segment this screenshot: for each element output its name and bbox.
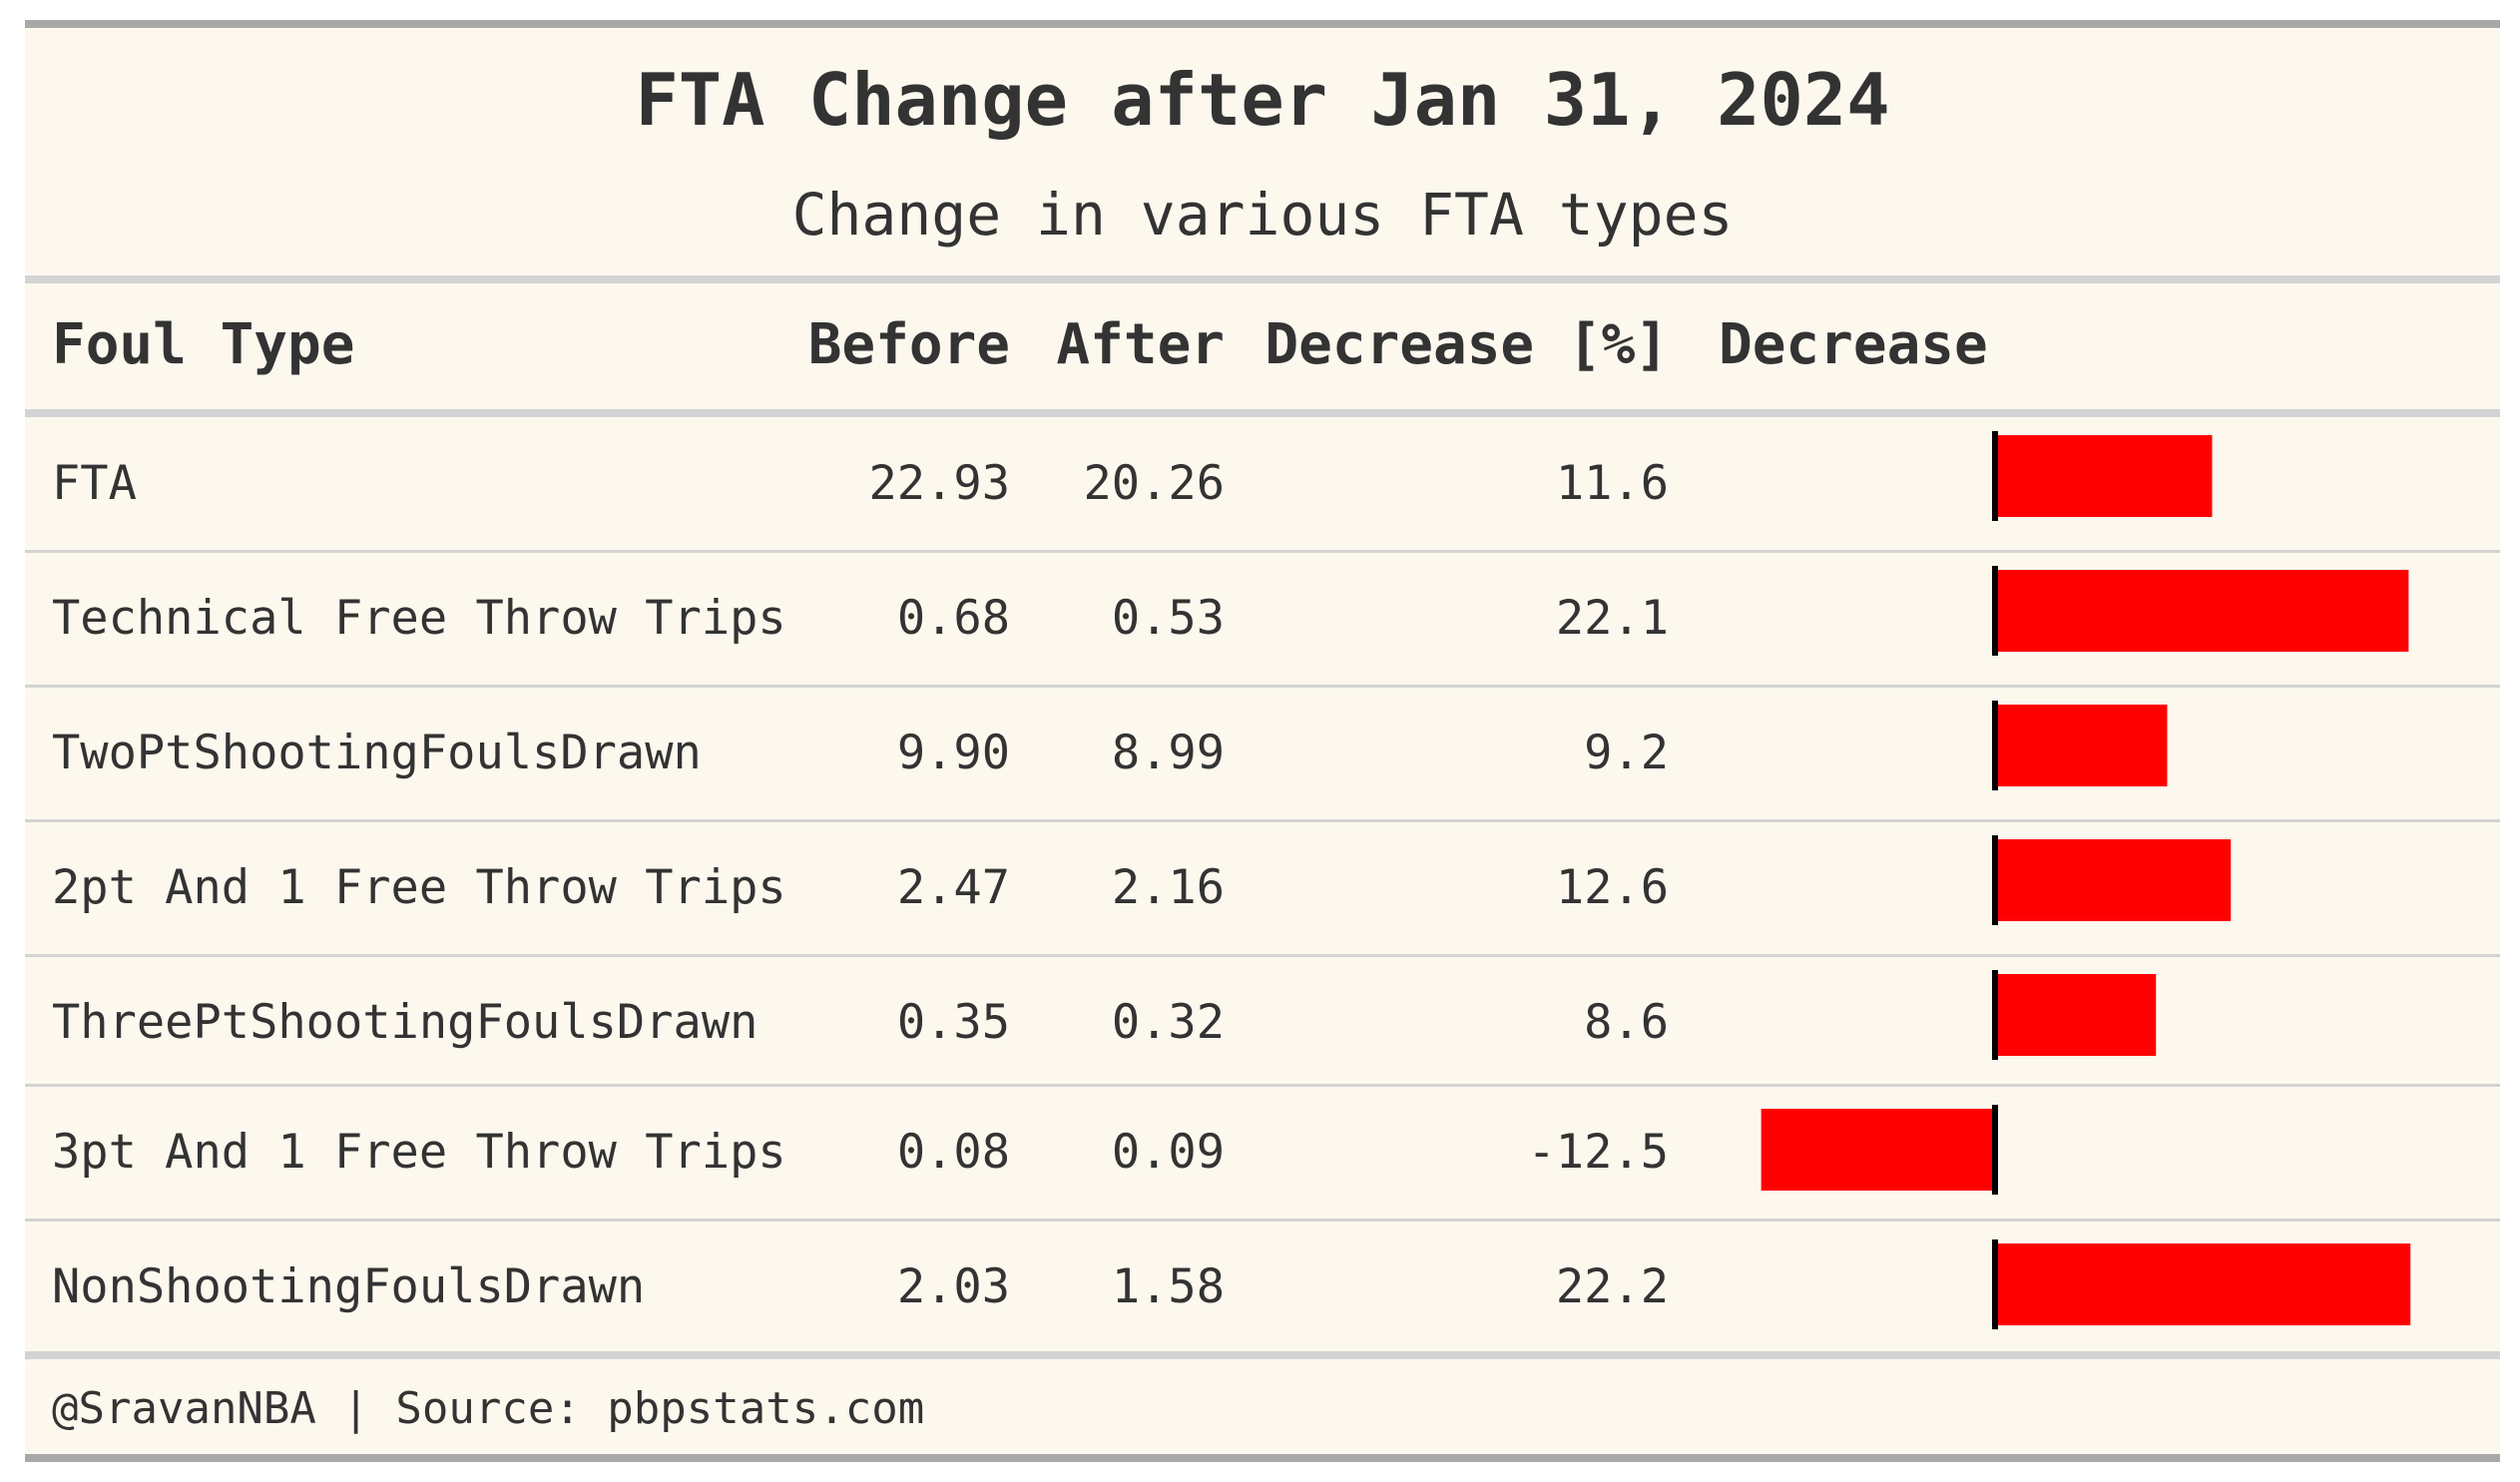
header-top-rule (25, 275, 2500, 283)
table-cell-before: 0.08 (896, 1125, 1010, 1180)
table-cell-before: 2.03 (896, 1259, 1010, 1314)
decrease-bar (1995, 1243, 2411, 1325)
row-divider (25, 1084, 2500, 1087)
table-cell-decrease-pct: 9.2 (1584, 726, 1669, 780)
table-cell-decrease-pct: 22.1 (1555, 591, 1669, 646)
table-cell-before: 0.68 (896, 591, 1010, 646)
table-cell-after: 0.09 (1111, 1125, 1225, 1180)
table-cell-decrease-pct: -12.5 (1527, 1125, 1669, 1180)
table-cell-after: 1.58 (1111, 1259, 1225, 1314)
row-divider (25, 954, 2500, 957)
decrease-bar (1761, 1109, 1995, 1191)
table-cell-foul-type: ThreePtShootingFoulsDrawn (52, 995, 758, 1050)
table-cell-foul-type: NonShootingFoulsDrawn (52, 1259, 646, 1314)
table-cell-foul-type: TwoPtShootingFoulsDrawn (52, 726, 702, 780)
chart-title: FTA Change after Jan 31, 2024 (635, 58, 1890, 142)
table-cell-decrease-pct: 8.6 (1584, 995, 1669, 1050)
column-header-before: Before (807, 312, 1010, 377)
header-bottom-rule (25, 409, 2500, 417)
table-cell-before: 2.47 (896, 860, 1010, 915)
table-cell-after: 0.53 (1111, 591, 1225, 646)
decrease-bar (1995, 570, 2409, 652)
table-cell-after: 8.99 (1111, 726, 1225, 780)
column-header-foul-type: Foul Type (52, 312, 355, 377)
table-cell-foul-type: Technical Free Throw Trips (52, 591, 786, 646)
table-cell-before: 0.35 (896, 995, 1010, 1050)
table-cell-decrease-pct: 22.2 (1555, 1259, 1669, 1314)
table-cell-after: 2.16 (1111, 860, 1225, 915)
column-header-decrease: Decrease (1719, 312, 1988, 377)
row-divider (25, 550, 2500, 553)
table-cell-foul-type: FTA (52, 456, 137, 511)
table-cell-decrease-pct: 11.6 (1555, 456, 1669, 511)
table-cell-foul-type: 3pt And 1 Free Throw Trips (52, 1125, 786, 1180)
table-cell-foul-type: 2pt And 1 Free Throw Trips (52, 860, 786, 915)
column-header-decrease-pct: Decrease [%] (1264, 312, 1669, 377)
footer-top-rule (25, 1351, 2500, 1359)
table-cell-after: 0.32 (1111, 995, 1225, 1050)
decrease-bar (1995, 839, 2232, 921)
row-divider (25, 685, 2500, 688)
top-border (25, 20, 2500, 28)
table-cell-decrease-pct: 12.6 (1555, 860, 1669, 915)
row-divider (25, 819, 2500, 822)
bottom-border (25, 1454, 2500, 1462)
table-cell-after: 20.26 (1083, 456, 1225, 511)
row-divider (25, 1219, 2500, 1222)
table-cell-before: 9.90 (896, 726, 1010, 780)
decrease-bar (1995, 705, 2168, 786)
decrease-bar (1995, 435, 2213, 517)
column-header-after: After (1056, 312, 1225, 377)
decrease-bar (1995, 974, 2157, 1056)
table-cell-before: 22.93 (868, 456, 1010, 511)
chart-subtitle: Change in various FTA types (791, 181, 1734, 248)
source-credit: @SravanNBA | Source: pbpstats.com (52, 1383, 925, 1434)
